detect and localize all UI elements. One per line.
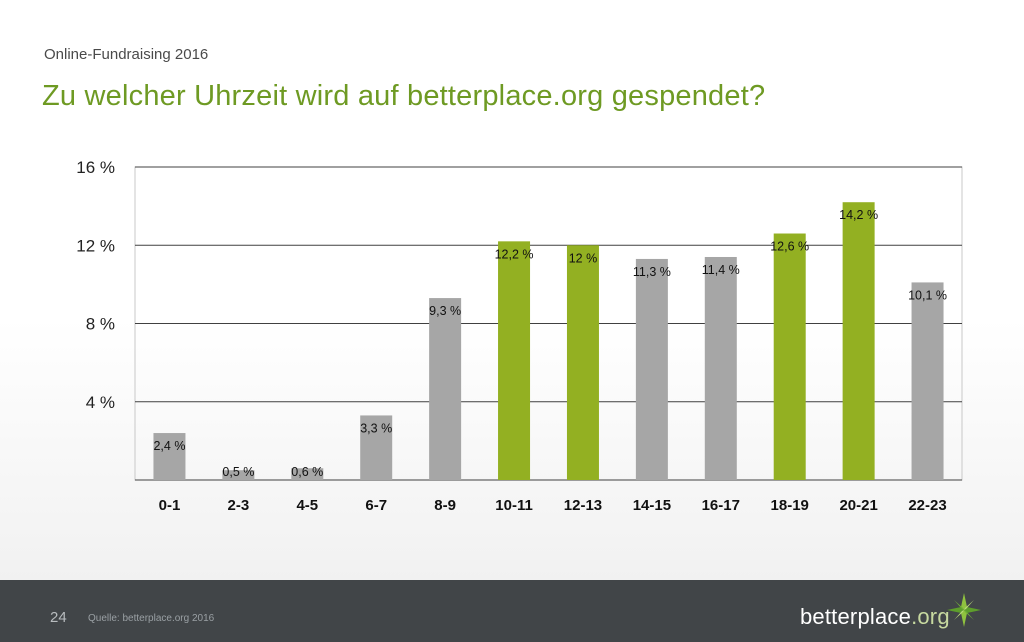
value-label: 2,4 % <box>153 439 185 453</box>
slide-title: Zu welcher Uhrzeit wird auf betterplace.… <box>42 80 766 112</box>
value-label: 10,1 % <box>908 288 947 302</box>
x-tick-label: 14-15 <box>633 497 671 514</box>
value-label: 3,3 % <box>360 421 392 435</box>
bar-4-5 <box>291 468 324 480</box>
bar-10-11 <box>498 241 531 480</box>
x-tick-label: 16-17 <box>702 497 740 514</box>
bar-6-7 <box>360 415 393 480</box>
y-tick-label: 4 % <box>86 393 115 412</box>
betterplace-logo[interactable]: betterplace.org <box>800 604 950 630</box>
bar-14-15 <box>635 258 668 480</box>
slide-subtitle: Online-Fundraising 2016 <box>44 46 209 63</box>
y-tick-label: 8 % <box>86 315 115 334</box>
x-tick-label: 0-1 <box>159 497 181 514</box>
x-tick-label: 8-9 <box>434 497 456 514</box>
x-tick-label: 6-7 <box>365 497 387 514</box>
bar-18-19 <box>773 233 806 480</box>
x-tick-label: 12-13 <box>564 497 602 514</box>
value-label: 11,3 % <box>633 265 671 279</box>
x-tick-label: 2-3 <box>228 497 250 514</box>
x-tick-label: 4-5 <box>296 497 318 514</box>
logo-text: betterplace <box>800 604 912 629</box>
value-label: 0,5 % <box>222 465 254 479</box>
value-label: 12,6 % <box>770 240 809 254</box>
leaf-logo-icon <box>947 593 981 627</box>
x-tick-label: 10-11 <box>495 497 533 514</box>
value-label: 14,2 % <box>839 208 878 222</box>
value-label: 0,6 % <box>291 465 323 479</box>
bar-2-3 <box>222 470 255 480</box>
bar-0-1 <box>153 433 186 480</box>
bar-16-17 <box>704 256 737 480</box>
x-tick-label: 20-21 <box>839 497 877 514</box>
footer-bar: 24 Quelle: betterplace.org 2016 betterpl… <box>0 580 1024 642</box>
bar-12-13 <box>566 245 599 480</box>
value-label: 11,4 % <box>702 263 740 277</box>
page-number: 24 <box>50 609 67 626</box>
x-tick-label: 18-19 <box>771 497 809 514</box>
bar-20-21 <box>842 202 875 480</box>
value-label: 12,2 % <box>495 247 534 261</box>
bar-chart: 4 % 8 % 12 % 16 % 2,4 % 0-1 0,5 % 2-3 0,6 % 4-5 3,… <box>76 158 963 514</box>
y-tick-label: 12 % <box>76 236 115 255</box>
bar-8-9 <box>429 298 462 480</box>
logo-suffix: .org <box>911 604 950 629</box>
value-label: 9,3 % <box>429 304 461 318</box>
x-tick-label: 22-23 <box>908 497 946 514</box>
value-label: 12 % <box>569 251 598 265</box>
source-note: Quelle: betterplace.org 2016 <box>88 613 215 624</box>
y-tick-label: 16 % <box>76 158 115 177</box>
bar-22-23 <box>911 282 944 480</box>
